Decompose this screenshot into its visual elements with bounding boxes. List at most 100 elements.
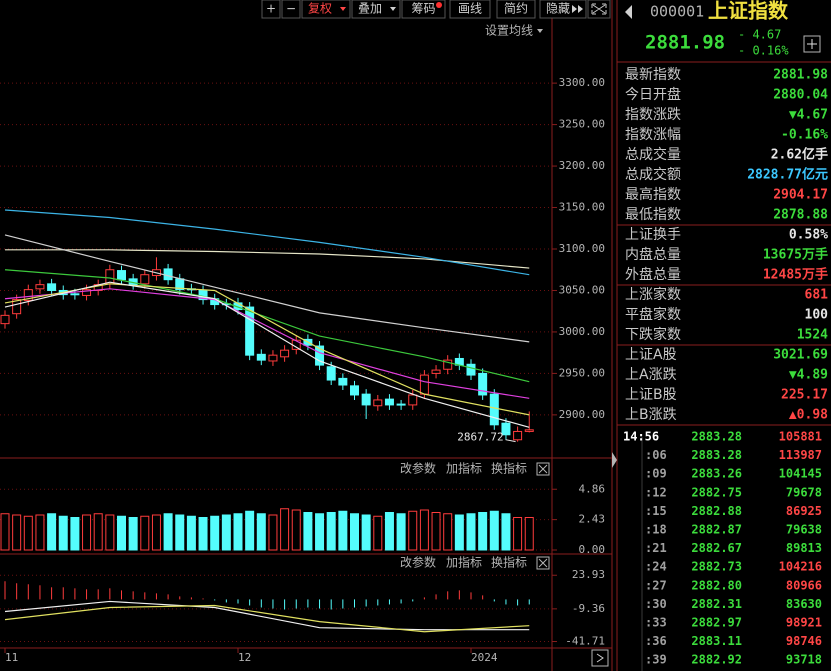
toolbar-button[interactable]	[449, 0, 491, 19]
y-tick-label: 3300.00	[559, 76, 605, 89]
dropdown-icon	[390, 7, 396, 11]
candle-body	[373, 399, 383, 407]
row-label: 外盘总量	[625, 266, 681, 283]
y-tick-label: -9.36	[572, 602, 605, 615]
indicator-button[interactable]: 改参数	[400, 555, 436, 570]
indicator-button[interactable]: 加指标	[446, 461, 482, 476]
volume-bar	[198, 517, 208, 551]
row-value: 2881.98	[773, 68, 828, 83]
close-button[interactable]	[536, 462, 550, 476]
toolbar-button[interactable]	[351, 0, 401, 19]
volume-bar	[338, 510, 348, 551]
row-value: 0.58%	[789, 228, 828, 243]
volume-bar	[163, 513, 173, 551]
candle-body	[350, 385, 359, 396]
toolbar-label: 筹码	[411, 2, 435, 16]
indicator-button[interactable]: 改参数	[400, 461, 436, 476]
volume-bar	[408, 510, 418, 551]
tick-volume: 89813	[786, 541, 822, 555]
add-button[interactable]	[803, 35, 821, 53]
tick-price: 2882.97	[691, 616, 742, 630]
candle-body	[280, 349, 290, 358]
candle-body	[489, 393, 499, 426]
tick-time: :15	[645, 504, 667, 518]
back-arrow[interactable]	[625, 5, 632, 19]
candle-body	[443, 359, 453, 370]
row-value: 100	[805, 308, 829, 323]
toolbar-button[interactable]	[301, 0, 351, 19]
toolbar-button[interactable]	[261, 0, 281, 19]
tick-time: :21	[645, 541, 667, 555]
volume-bar	[524, 517, 534, 551]
volume-bar	[315, 513, 325, 551]
row-value: 2.62亿手	[771, 147, 828, 163]
price-change-pct: - 0.16%	[738, 44, 789, 58]
row-label: 最低指数	[625, 207, 681, 223]
toolbar-button[interactable]	[281, 0, 301, 19]
candle-body	[198, 289, 208, 301]
tick-price: 2883.26	[691, 467, 742, 481]
tick-volume: 104145	[779, 467, 822, 481]
line	[4, 288, 530, 399]
tick-volume: 79678	[786, 485, 822, 499]
volume-bar	[268, 514, 278, 551]
volume-bar	[454, 514, 464, 551]
collapse-arrow[interactable]	[612, 452, 617, 468]
row-label: 上A涨跌	[625, 367, 677, 383]
tick-time: :24	[645, 560, 667, 574]
candle-body	[524, 429, 534, 432]
indicator-button[interactable]: 加指标	[446, 555, 482, 570]
row-value: 3021.69	[773, 348, 828, 363]
line	[4, 604, 530, 633]
fullscreen-button[interactable]	[587, 0, 611, 19]
tick-price: 2882.75	[691, 485, 742, 499]
candle-body	[0, 314, 10, 325]
settings-button[interactable]: 设置均线	[485, 24, 533, 38]
candle-body	[338, 377, 348, 386]
low-pointer	[505, 439, 516, 443]
toolbar-label: 复权	[308, 2, 332, 16]
candle-body	[326, 366, 336, 381]
volume-bar	[478, 512, 488, 551]
candle-body	[117, 270, 126, 281]
toolbar-button[interactable]	[539, 0, 587, 19]
row-label: 最高指数	[625, 186, 681, 203]
volume-bar	[513, 517, 523, 551]
candle-body	[256, 353, 266, 361]
volume-bar	[256, 513, 266, 551]
line	[4, 283, 530, 416]
indicator-button[interactable]: 换指标	[491, 461, 527, 476]
row-value: 2880.04	[773, 88, 828, 103]
scroll-button[interactable]	[591, 649, 609, 667]
row-label: 平盘家数	[625, 306, 681, 323]
tick-time: :09	[645, 467, 667, 481]
fullscreen-icon	[591, 3, 607, 15]
tick-volume: 86925	[786, 504, 822, 518]
row-label: 最新指数	[625, 67, 681, 83]
row-value: ▲0.98	[789, 408, 828, 423]
volume-bar	[221, 514, 231, 551]
tick-volume: 93718	[786, 653, 822, 667]
toolbar-button[interactable]	[496, 0, 536, 19]
volume-bar	[0, 513, 10, 551]
toolbar-button[interactable]	[401, 0, 446, 19]
candle-body	[478, 372, 488, 396]
stock-code: 000001	[650, 3, 704, 21]
line	[4, 269, 530, 383]
indicator-button[interactable]: 换指标	[491, 555, 527, 570]
row-label: 今日开盘	[625, 86, 681, 103]
y-tick-label: 3100.00	[559, 242, 605, 255]
volume-bar	[280, 508, 290, 551]
candle-body	[431, 369, 441, 374]
close-button[interactable]	[536, 556, 550, 570]
toolbar-label: 画线	[458, 2, 482, 16]
volume-bar	[419, 509, 429, 551]
tick-time: :12	[645, 485, 667, 499]
badge-dot	[436, 2, 442, 8]
volume-bar	[12, 514, 22, 551]
volume-bar	[501, 513, 511, 551]
toolbar-label: 叠加	[358, 2, 382, 16]
row-label: 上B涨跌	[625, 407, 677, 423]
tick-price: 2882.80	[691, 578, 742, 592]
